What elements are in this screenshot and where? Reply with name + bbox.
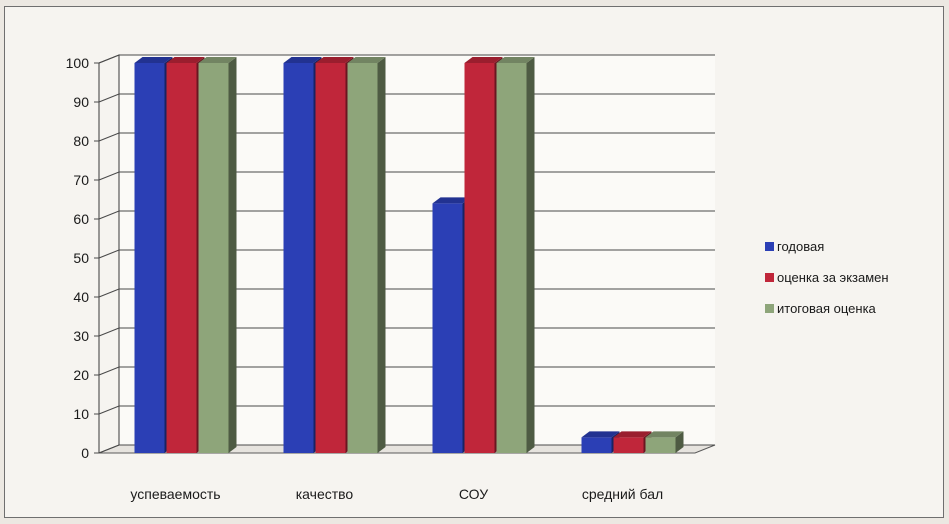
y-tick-label: 80: [73, 133, 89, 149]
legend-item: итоговая оценка: [765, 297, 889, 319]
legend-item: годовая: [765, 235, 889, 257]
legend-item: оценка за экзамен: [765, 266, 889, 288]
bar: [198, 57, 237, 453]
legend-swatch: [765, 241, 774, 251]
legend-label: годовая: [777, 238, 825, 254]
legend-swatch: [765, 303, 774, 313]
x-tick-label: успеваемость: [130, 486, 220, 502]
bar: [496, 57, 535, 453]
y-tick-label: 50: [73, 250, 89, 266]
bar: [645, 431, 684, 453]
legend-label: итоговая оценка: [777, 300, 876, 316]
bar: [581, 431, 620, 453]
y-tick-label: 0: [81, 445, 89, 461]
chart-frame: 0 10 20 30 40 50 60 70 80 90 100 успеваемость качест…: [4, 6, 944, 518]
legend-swatch: [765, 272, 774, 282]
y-tick-label: 100: [66, 55, 90, 71]
x-tick-label: средний бал: [582, 486, 663, 502]
x-tick-label: качество: [296, 486, 354, 502]
y-tick-label: 70: [73, 172, 89, 188]
y-axis: [98, 54, 120, 453]
y-tick-label: 40: [73, 289, 89, 305]
chart-plot: 0 10 20 30 40 50 60 70 80 90 100 успеваемость качест…: [66, 54, 716, 502]
x-tick-label: СОУ: [459, 486, 488, 502]
y-tick-label: 60: [73, 211, 89, 227]
y-tick-label: 90: [73, 94, 89, 110]
y-tick-label: 10: [73, 406, 89, 422]
y-tick-label: 20: [73, 367, 89, 383]
bar: [347, 57, 386, 453]
y-tick-label: 30: [73, 328, 89, 344]
legend: годовая оценка за экзамен итоговая оценка: [765, 235, 889, 328]
legend-label: оценка за экзамен: [777, 269, 889, 285]
